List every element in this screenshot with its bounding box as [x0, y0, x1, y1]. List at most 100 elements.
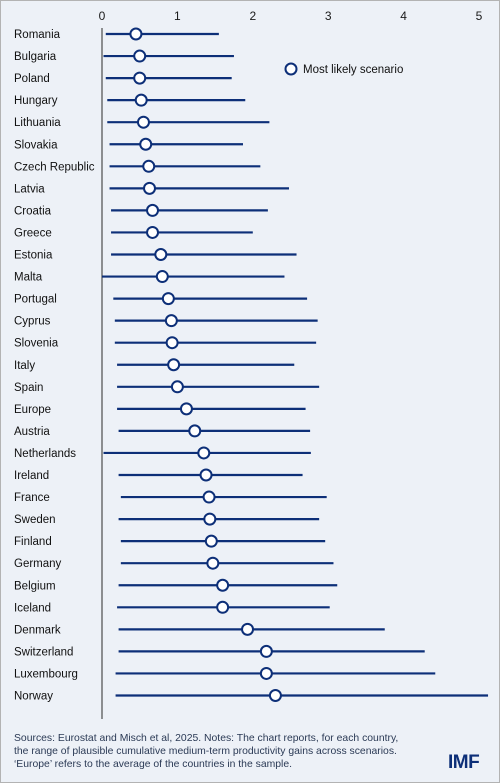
- chart-row: Cyprus: [14, 314, 318, 328]
- category-label: Finland: [14, 536, 52, 548]
- x-tick-label: 3: [325, 9, 332, 23]
- chart-row: Europe: [14, 402, 306, 416]
- category-label: Romania: [14, 29, 61, 41]
- chart-row: Belgium: [14, 578, 338, 592]
- range-dot-chart: 0 1 2 3 4 5 Romania Bulgaria Poland Hungary Lithu…: [14, 9, 489, 719]
- category-label: Denmark: [14, 624, 61, 636]
- category-label: Norway: [14, 691, 53, 703]
- category-label: Italy: [14, 360, 35, 372]
- category-label: Sweden: [14, 514, 56, 526]
- likely-scenario-marker: [206, 556, 220, 570]
- category-label: Europe: [14, 404, 51, 416]
- legend: Most likely scenario: [284, 62, 403, 76]
- x-tick-label: 0: [99, 9, 106, 23]
- likely-scenario-marker: [129, 27, 143, 41]
- likely-scenario-marker: [199, 468, 213, 482]
- category-label: Estonia: [14, 250, 53, 262]
- likely-scenario-marker: [259, 644, 273, 658]
- likely-scenario-marker: [161, 292, 175, 306]
- likely-scenario-marker: [241, 622, 255, 636]
- likely-scenario-marker: [146, 203, 160, 217]
- chart-row: Germany: [14, 556, 334, 570]
- likely-scenario-marker: [143, 181, 157, 195]
- category-label: Croatia: [14, 205, 52, 217]
- x-tick-label: 5: [476, 9, 483, 23]
- likely-scenario-marker: [136, 115, 150, 129]
- likely-scenario-marker: [133, 71, 147, 85]
- chart-row: Latvia: [14, 181, 289, 195]
- likely-scenario-marker: [164, 314, 178, 328]
- category-label: Cyprus: [14, 316, 51, 328]
- category-label: Spain: [14, 382, 43, 394]
- category-label: Iceland: [14, 602, 51, 614]
- category-label: Austria: [14, 426, 50, 438]
- chart-row: France: [14, 490, 327, 504]
- chart-row: Spain: [14, 380, 320, 394]
- likely-scenario-marker: [146, 225, 160, 239]
- x-tick-label: 1: [174, 9, 181, 23]
- chart-row: Czech Republic: [14, 159, 261, 173]
- category-label: Belgium: [14, 580, 56, 592]
- likely-scenario-marker: [133, 49, 147, 63]
- category-label: Ireland: [14, 470, 49, 482]
- category-label: Hungary: [14, 95, 58, 107]
- category-label: Slovakia: [14, 139, 58, 151]
- imf-logo: IMF: [448, 752, 480, 773]
- likely-scenario-marker: [154, 248, 168, 261]
- likely-scenario-marker: [167, 358, 181, 372]
- chart-row: Croatia: [14, 203, 268, 217]
- chart-row: Ireland: [14, 468, 303, 482]
- chart-row: Sweden: [14, 512, 320, 526]
- category-label: Poland: [14, 73, 50, 85]
- category-label: Greece: [14, 227, 52, 239]
- legend-label: Most likely scenario: [303, 64, 403, 76]
- category-label: France: [14, 492, 50, 504]
- chart-row: Denmark: [14, 622, 385, 636]
- likely-scenario-marker: [203, 512, 217, 526]
- likely-scenario-marker: [259, 666, 273, 680]
- category-label: Netherlands: [14, 448, 76, 460]
- chart-rows: Romania Bulgaria Poland Hungary Lithuania Slo…: [14, 27, 489, 703]
- category-label: Bulgaria: [14, 51, 57, 63]
- chart-row: Austria: [14, 424, 311, 438]
- likely-scenario-marker: [268, 689, 282, 702]
- likely-scenario-marker: [179, 402, 193, 416]
- chart-row: Slovenia: [14, 336, 317, 350]
- likely-scenario-marker: [134, 93, 148, 107]
- likely-scenario-marker: [165, 336, 179, 350]
- chart-row: Estonia: [14, 248, 297, 262]
- chart-row: Iceland: [14, 600, 330, 614]
- category-label: Luxembourg: [14, 668, 78, 680]
- x-tick-label: 4: [400, 9, 407, 23]
- likely-scenario-marker: [142, 159, 156, 173]
- chart-row: Greece: [14, 225, 253, 239]
- category-label: Czech Republic: [14, 161, 95, 173]
- likely-scenario-marker: [170, 380, 184, 394]
- category-label: Latvia: [14, 183, 45, 195]
- x-tick-label: 2: [249, 9, 256, 23]
- chart-row: Norway: [14, 689, 489, 703]
- category-label: Malta: [14, 272, 43, 284]
- chart-row: Portugal: [14, 292, 308, 306]
- chart-row: Switzerland: [14, 644, 425, 658]
- likely-scenario-marker: [188, 424, 202, 438]
- chart-row: Finland: [14, 534, 326, 548]
- likely-scenario-marker: [216, 578, 230, 592]
- likely-scenario-marker: [204, 534, 218, 548]
- chart-row: Netherlands: [14, 446, 311, 460]
- category-label: Switzerland: [14, 646, 73, 658]
- category-label: Portugal: [14, 294, 57, 306]
- likely-scenario-marker: [197, 446, 211, 460]
- likely-scenario-marker: [155, 270, 169, 284]
- chart-row: Slovakia: [14, 137, 243, 151]
- chart-row: Hungary: [14, 93, 246, 107]
- chart-row: Lithuania: [14, 115, 270, 129]
- chart-row: Italy: [14, 358, 295, 372]
- chart-row: Bulgaria: [14, 49, 234, 63]
- chart-row: Poland: [14, 71, 232, 85]
- likely-scenario-marker: [216, 600, 230, 614]
- category-label: Slovenia: [14, 338, 59, 350]
- chart-row: Malta: [14, 270, 285, 284]
- category-label: Germany: [14, 558, 62, 570]
- chart-row: Luxembourg: [14, 666, 436, 680]
